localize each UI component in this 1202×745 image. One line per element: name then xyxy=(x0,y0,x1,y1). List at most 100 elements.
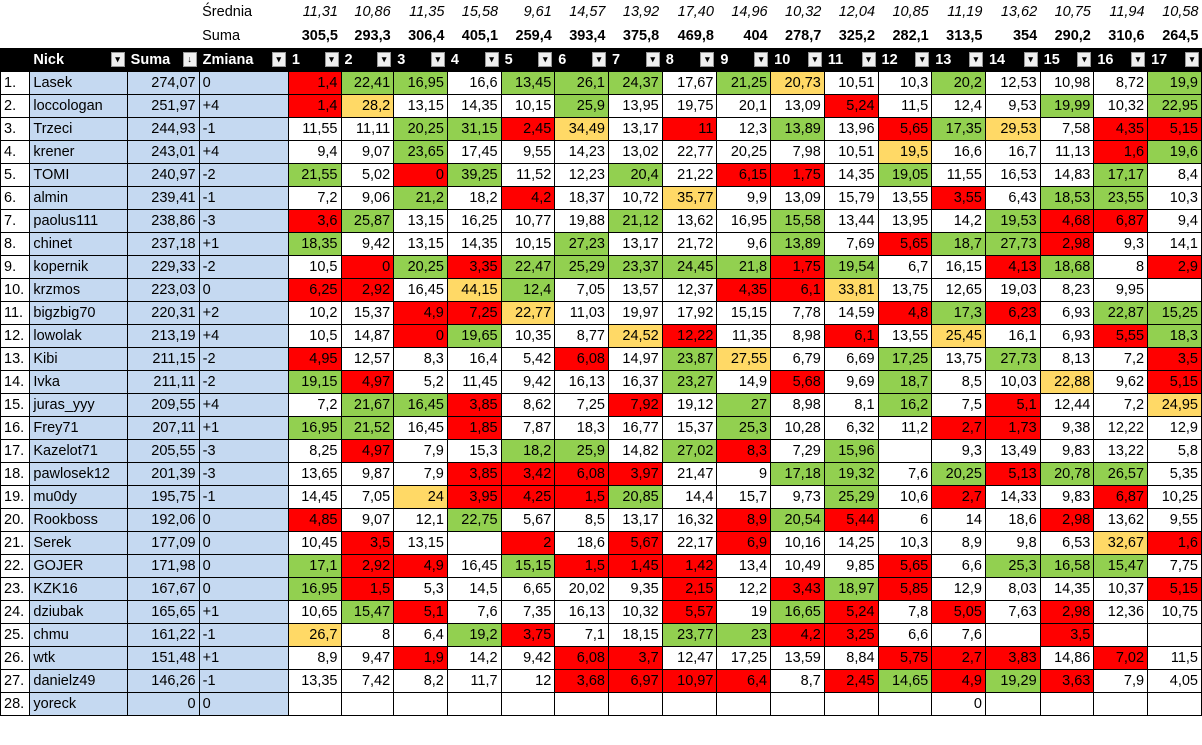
score-cell[interactable]: 4,35 xyxy=(1093,116,1149,141)
score-cell[interactable]: 17,18 xyxy=(770,461,825,486)
score-cell[interactable]: 19,12 xyxy=(661,392,718,417)
score-cell[interactable]: 6,6 xyxy=(877,622,933,647)
score-cell[interactable]: 31,15 xyxy=(446,116,502,141)
score-cell[interactable] xyxy=(446,530,502,555)
score-cell[interactable]: 24 xyxy=(393,484,448,509)
score-cell[interactable]: 11,55 xyxy=(287,116,342,141)
rank-cell[interactable]: 16. xyxy=(0,415,31,440)
score-cell[interactable]: 13,55 xyxy=(877,185,933,210)
score-cell[interactable]: 5,1 xyxy=(984,392,1041,417)
score-cell[interactable]: 13,4 xyxy=(716,553,772,578)
score-cell[interactable]: 12,57 xyxy=(340,346,395,371)
score-cell[interactable]: 10,49 xyxy=(770,553,825,578)
score-cell[interactable]: 24,95 xyxy=(1147,392,1202,417)
score-cell[interactable]: 2 xyxy=(500,530,556,555)
score-cell[interactable]: 15,37 xyxy=(661,415,718,440)
zmiana-cell[interactable]: +1 xyxy=(198,599,289,624)
zmiana-cell[interactable]: +4 xyxy=(198,139,289,164)
score-cell[interactable]: 1,73 xyxy=(984,415,1041,440)
score-cell[interactable] xyxy=(716,691,772,716)
dropdown-arrow-icon[interactable]: ▾ xyxy=(968,51,983,67)
score-cell[interactable]: 19,32 xyxy=(823,461,879,486)
score-cell[interactable]: 13,44 xyxy=(823,208,879,233)
rank-cell[interactable]: 22. xyxy=(0,553,31,578)
average-cell[interactable]: 10,86 xyxy=(354,4,391,20)
score-cell[interactable]: 19,75 xyxy=(661,93,718,118)
score-cell[interactable]: 6,53 xyxy=(1039,530,1095,555)
score-cell[interactable]: 19,54 xyxy=(823,254,879,279)
score-cell[interactable]: 5,85 xyxy=(877,576,933,601)
score-cell[interactable]: 3,5 xyxy=(1147,346,1202,371)
dropdown-arrow-icon[interactable]: ▾ xyxy=(754,51,769,67)
score-cell[interactable]: 13,22 xyxy=(1093,438,1149,463)
score-cell[interactable] xyxy=(554,691,609,716)
score-cell[interactable] xyxy=(1147,691,1202,716)
score-cell[interactable]: 16,7 xyxy=(984,139,1041,164)
score-cell[interactable]: 25,9 xyxy=(554,438,609,463)
score-cell[interactable]: 1,6 xyxy=(1147,530,1202,555)
score-cell[interactable]: 10,37 xyxy=(1093,576,1149,601)
score-cell[interactable] xyxy=(1039,691,1095,716)
average-cell[interactable]: 10,75 xyxy=(1054,4,1091,20)
score-cell[interactable]: 12,9 xyxy=(931,576,986,601)
score-cell[interactable]: 13,75 xyxy=(877,277,933,302)
average-cell[interactable]: 11,31 xyxy=(302,4,338,20)
score-cell[interactable]: 13,15 xyxy=(393,208,448,233)
score-cell[interactable]: 18,2 xyxy=(446,185,502,210)
score-cell[interactable]: 16,53 xyxy=(984,162,1041,187)
score-cell[interactable] xyxy=(877,691,933,716)
header-round[interactable]: 1 ▾ xyxy=(287,47,342,72)
suma-cell[interactable]: 165,65 xyxy=(126,599,200,624)
score-cell[interactable]: 6,93 xyxy=(1039,300,1095,325)
score-cell[interactable]: 1,9 xyxy=(393,645,448,670)
score-cell[interactable]: 11,11 xyxy=(340,116,395,141)
score-cell[interactable]: 20,4 xyxy=(608,162,663,187)
dropdown-arrow-icon[interactable]: ▾ xyxy=(807,51,822,67)
score-cell[interactable]: 17,92 xyxy=(661,300,718,325)
dropdown-arrow-icon[interactable]: ▾ xyxy=(915,51,930,67)
score-cell[interactable]: 10,16 xyxy=(770,530,825,555)
zmiana-cell[interactable]: -1 xyxy=(198,622,289,647)
suma-cell[interactable]: 151,48 xyxy=(126,645,200,670)
score-cell[interactable]: 9 xyxy=(716,461,772,486)
score-cell[interactable]: 9,6 xyxy=(716,231,772,256)
score-cell[interactable]: 10,28 xyxy=(770,415,825,440)
suma-cell[interactable]: 171,98 xyxy=(126,553,200,578)
score-cell[interactable]: 13,02 xyxy=(608,139,663,164)
score-cell[interactable]: 6,9 xyxy=(716,530,772,555)
score-cell[interactable]: 2,98 xyxy=(1039,507,1095,532)
average-cell[interactable]: 12,04 xyxy=(838,4,876,20)
score-cell[interactable]: 21,2 xyxy=(393,185,448,210)
score-cell[interactable]: 23,37 xyxy=(608,254,663,279)
score-cell[interactable]: 9,42 xyxy=(500,369,556,394)
score-cell[interactable]: 10,32 xyxy=(608,599,663,624)
score-cell[interactable]: 16,95 xyxy=(287,576,342,601)
score-cell[interactable]: 6,08 xyxy=(554,461,609,486)
zmiana-cell[interactable]: -2 xyxy=(198,346,289,371)
score-cell[interactable]: 9,42 xyxy=(500,645,556,670)
score-cell[interactable]: 11,2 xyxy=(877,415,933,440)
suma-cell[interactable]: 0 xyxy=(126,691,200,716)
score-cell[interactable]: 12,4 xyxy=(500,277,556,302)
score-cell[interactable]: 3,85 xyxy=(446,392,502,417)
rank-cell[interactable]: 15. xyxy=(0,392,31,417)
score-cell[interactable]: 3,55 xyxy=(931,185,986,210)
zmiana-cell[interactable]: +1 xyxy=(198,231,289,256)
suma-cell[interactable]: 207,11 xyxy=(126,415,200,440)
score-cell[interactable]: 12,3 xyxy=(716,116,772,141)
nick-cell[interactable]: GOJER xyxy=(29,553,128,578)
nick-cell[interactable]: Lasek xyxy=(29,70,128,95)
score-cell[interactable]: 17,45 xyxy=(446,139,502,164)
score-cell[interactable]: 7,05 xyxy=(340,484,395,509)
score-cell[interactable]: 39,25 xyxy=(446,162,502,187)
score-cell[interactable]: 13,62 xyxy=(1093,507,1149,532)
score-cell[interactable]: 8,23 xyxy=(1039,277,1095,302)
score-cell[interactable]: 13,09 xyxy=(770,93,825,118)
zmiana-cell[interactable]: -1 xyxy=(198,484,289,509)
score-cell[interactable]: 6,97 xyxy=(608,668,663,693)
score-cell[interactable]: 5,15 xyxy=(1147,116,1202,141)
suma-cell[interactable]: 192,06 xyxy=(126,507,200,532)
sum-cell[interactable]: 325,2 xyxy=(824,24,879,49)
score-cell[interactable]: 14,2 xyxy=(931,208,986,233)
score-cell[interactable]: 21,25 xyxy=(716,70,772,95)
